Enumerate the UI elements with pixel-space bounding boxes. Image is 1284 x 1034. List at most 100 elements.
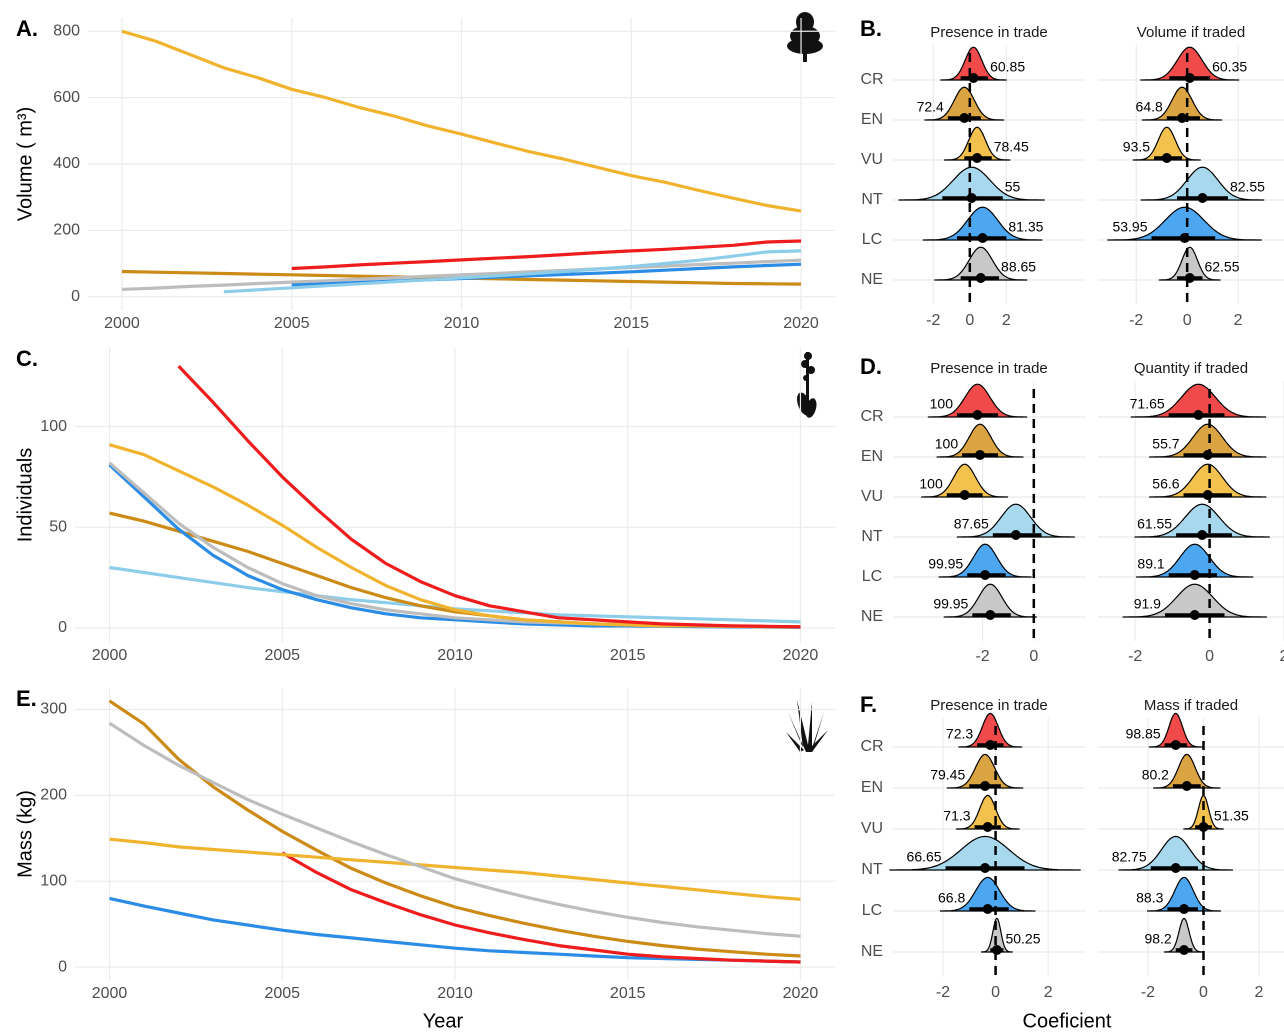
density-ridge [1158,246,1221,281]
category-label: EN [861,779,883,796]
category-label: VU [861,151,883,168]
y-tick-label: 50 [49,518,67,535]
panel-tag: A. [16,16,38,41]
category-label: EN [861,448,883,465]
category-label: NT [861,191,883,208]
value-label: 50.25 [1005,931,1040,947]
category-label: EN [861,111,883,128]
x-tick-label: -2 [936,984,950,1001]
x-tick-label: 0 [1205,648,1214,665]
value-label: 78.45 [994,139,1029,155]
density-ridge [936,423,1024,458]
x-tick-label: 2015 [610,647,646,664]
panel-tag: E. [16,686,37,711]
x-tick-label: 0 [1029,648,1038,665]
panel-tag: B. [860,16,882,41]
value-label: 98.2 [1144,931,1171,947]
point-estimate [980,781,991,791]
y-tick-label: 0 [58,619,67,636]
x-tick-label: 2 [1002,312,1011,329]
value-label: 55.7 [1152,436,1179,452]
point-estimate [1010,530,1021,540]
x-tick-label: 2010 [437,985,473,1002]
category-label: LC [862,568,882,585]
x-tick-label: 2010 [444,315,480,332]
point-estimate [1189,570,1200,580]
value-label: 72.3 [946,726,973,742]
category-label: NE [861,271,883,288]
point-estimate [991,945,1002,955]
density-ridge [938,543,1032,578]
x-tick-label: 2020 [783,647,819,664]
category-label: CR [860,408,883,425]
y-axis-title: Mass (kg) [14,790,36,878]
series-line [223,249,802,294]
category-label: CR [860,738,883,755]
value-label: 80.2 [1142,767,1169,783]
point-estimate [977,233,988,243]
x-tick-label: 2005 [264,985,300,1002]
x-tick-label: 0 [965,312,974,329]
x-tick-label: 2 [1255,984,1264,1001]
panel-title: Presence in trade [930,24,1048,41]
density-ridge [956,503,1075,538]
series-line [108,721,801,938]
density-ridge [1141,86,1223,121]
value-label: 79.45 [930,767,965,783]
series-line [291,239,802,271]
value-label: 72.4 [917,99,944,115]
value-label: 60.35 [1212,59,1247,75]
x-tick-label: 2000 [104,315,140,332]
series-line [108,699,801,958]
density-ridge [1148,712,1203,748]
series-line [177,364,801,629]
panel-tag: F. [860,692,877,717]
x-tick-label: 2005 [264,647,300,664]
value-label: 71.65 [1130,396,1165,412]
point-estimate [975,273,986,283]
value-label: 88.3 [1136,890,1163,906]
point-estimate [1179,904,1190,914]
category-label: NE [861,943,883,960]
x-tick-label: 0 [1183,312,1192,329]
value-label: 82.55 [1230,179,1265,195]
point-estimate [1198,822,1209,832]
density-ridge [1147,876,1222,912]
panel-title: Mass if traded [1144,697,1238,714]
point-estimate [972,410,983,420]
x-tick-label: 2000 [92,647,128,664]
y-tick-label: 200 [40,787,67,804]
value-label: 91.9 [1134,596,1161,612]
value-label: 100 [930,396,954,412]
density-ridge [934,246,1028,281]
density-ridge [955,794,1020,830]
value-label: 93.5 [1123,139,1150,155]
x-tick-label: 2 [1280,648,1284,665]
value-label: 61.55 [1137,516,1172,532]
value-label: 51.35 [1214,808,1249,824]
value-label: 53.95 [1112,219,1147,235]
value-label: 66.8 [938,890,965,906]
value-label: 87.65 [954,516,989,532]
series-line [281,851,801,964]
y-tick-label: 100 [40,418,67,435]
y-tick-label: 800 [53,22,80,39]
panel-title: Presence in trade [930,360,1048,377]
point-estimate [1181,781,1192,791]
value-label: 89.1 [1137,556,1164,572]
value-label: 100 [935,436,959,452]
point-estimate [980,863,991,873]
x-axis-title: Coeficient [1023,1010,1112,1032]
density-ridge [943,583,1037,618]
density-ridge [922,206,1043,241]
series-line [109,837,801,901]
x-tick-label: -2 [926,312,940,329]
point-estimate [985,610,996,620]
x-tick-label: 2020 [783,315,819,332]
point-estimate [982,904,993,914]
x-tick-label: 2000 [92,985,128,1002]
point-estimate [975,450,986,460]
panel-title: Presence in trade [930,697,1048,714]
category-label: NT [861,861,883,878]
